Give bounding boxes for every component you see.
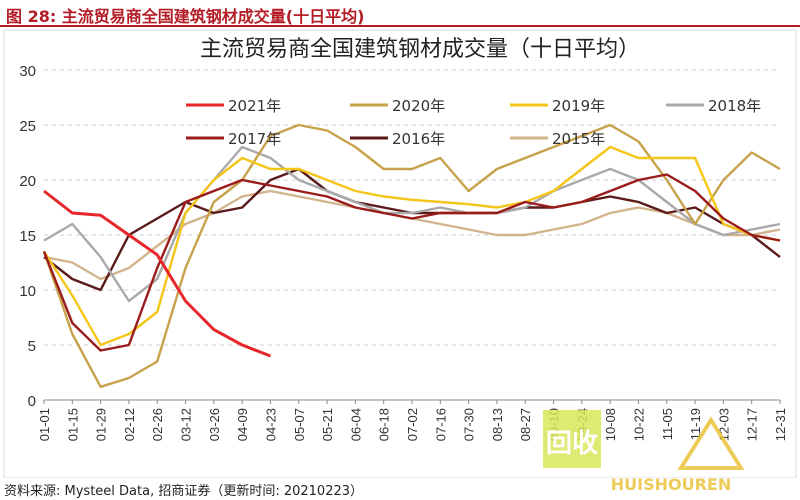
watermark-arrow-icon xyxy=(677,416,745,470)
y-tick-label: 0 xyxy=(28,393,36,410)
figure-header: 图 28: 主流贸易商全国建筑钢材成交量(十日平均) xyxy=(0,0,800,27)
x-tick-label: 06-18 xyxy=(377,408,392,441)
x-tick-label: 08-27 xyxy=(518,408,533,441)
x-tick-label: 07-16 xyxy=(433,408,448,441)
chart-title: 主流贸易商全国建筑钢材成交量（十日平均） xyxy=(200,37,640,62)
x-tick-label: 12-31 xyxy=(773,408,788,441)
series-line-2 xyxy=(42,145,781,347)
watermark-icon-text: 回收 xyxy=(546,429,598,459)
series-line-3 xyxy=(43,145,781,303)
legend-label: 2020年 xyxy=(392,97,445,115)
y-tick-label: 15 xyxy=(19,228,36,245)
y-tick-label: 10 xyxy=(19,283,36,300)
x-tick-label: 01-01 xyxy=(37,408,52,441)
series-line-0 xyxy=(43,189,272,358)
x-tick-label: 10-08 xyxy=(603,408,618,441)
y-tick-label: 20 xyxy=(19,173,36,190)
x-tick-label: 05-07 xyxy=(292,408,307,441)
legend: 2021年 2020年 2019年 2018年 2017年 2016年 2015年 xyxy=(186,97,761,148)
x-tick-label: 04-23 xyxy=(263,408,278,441)
y-tick-label: 25 xyxy=(19,118,36,135)
x-tick-label: 04-09 xyxy=(235,408,250,441)
x-tick-label: 10-22 xyxy=(631,408,646,441)
watermark-square xyxy=(543,410,601,468)
legend-label: 2021年 xyxy=(228,97,281,115)
x-tick-label: 11-05 xyxy=(660,408,675,440)
x-tick-label: 05-21 xyxy=(320,408,335,441)
legend-label: 2018年 xyxy=(708,97,761,115)
figure-label: 图 28: 主流贸易商全国建筑钢材成交量(十日平均) xyxy=(6,7,365,26)
x-tick-label: 06-04 xyxy=(348,408,363,441)
y-tick-label: 5 xyxy=(28,338,36,355)
x-tick-label: 01-29 xyxy=(94,408,109,441)
x-tick-label: 12-17 xyxy=(745,408,760,441)
y-tick-label: 30 xyxy=(19,63,36,80)
series-line-1 xyxy=(42,123,781,388)
x-tick-label: 02-26 xyxy=(150,408,165,441)
legend-label: 2017年 xyxy=(228,130,281,148)
watermark-logo: 回收 HUISHOUREN xyxy=(543,410,745,494)
x-tick-label: 03-12 xyxy=(179,408,194,441)
series-lines xyxy=(42,123,781,388)
x-tick-label: 02-12 xyxy=(122,408,137,441)
series-line-4 xyxy=(42,173,781,352)
x-tick-label: 07-30 xyxy=(462,408,477,441)
header-rule xyxy=(0,25,800,27)
legend-label: 2015年 xyxy=(552,130,605,148)
x-tick-label: 08-13 xyxy=(490,408,505,441)
legend-label: 2019年 xyxy=(552,97,605,115)
x-tick-label: 11-19 xyxy=(688,408,703,440)
source-note: 资料来源: Mysteel Data, 招商证券（更新时间: 20210223） xyxy=(4,484,364,499)
x-tick-label: 07-02 xyxy=(405,408,420,441)
legend-label: 2016年 xyxy=(392,130,445,148)
x-tick-label: 01-15 xyxy=(65,408,80,441)
watermark-text: HUISHOUREN xyxy=(611,475,731,494)
y-axis: 0 5 10 15 20 25 30 xyxy=(19,63,780,410)
grid-lines xyxy=(44,69,780,346)
x-tick-label: 03-26 xyxy=(207,408,222,441)
chart-frame xyxy=(3,29,797,478)
